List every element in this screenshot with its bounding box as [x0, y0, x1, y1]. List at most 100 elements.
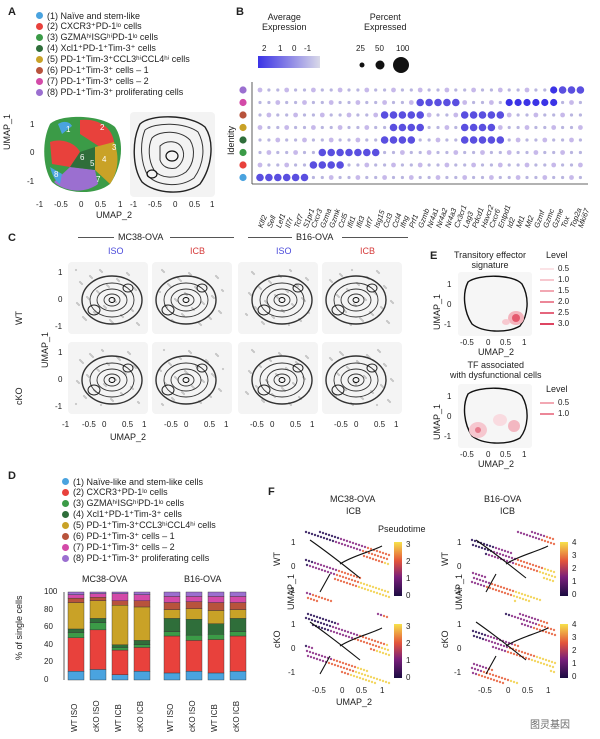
y-tick: 60 — [44, 622, 53, 632]
level-item: 1.5 — [540, 285, 569, 296]
x-tick: 0.5 — [374, 420, 386, 429]
panel-d-legend: (1) Naïve-like and stem-like cells (2) C… — [62, 476, 216, 564]
dot-mark — [285, 150, 289, 155]
panel-e-title-1: Transitory effector signature — [454, 250, 527, 270]
dot-mark — [436, 113, 440, 117]
dot-mark — [514, 98, 522, 107]
dot-mark — [267, 138, 271, 142]
x-tick: -0.5 — [460, 338, 474, 347]
dot-mark — [320, 88, 324, 92]
dot-mark — [436, 125, 440, 130]
dot-mark — [293, 150, 298, 155]
dot-mark — [284, 87, 290, 93]
panel-letter-d: D — [8, 470, 16, 482]
scale-tick: 0 — [406, 673, 411, 682]
level-item: 0.5 — [540, 263, 569, 274]
dot-mark — [276, 88, 280, 92]
y-tick: 1 — [457, 620, 462, 629]
level-swatch — [540, 412, 554, 415]
panel-f-condition-mc38: ICB — [346, 506, 362, 516]
dot-mark — [454, 88, 458, 92]
panel-a-umap-clusters: 1 2 3 4 5 6 7 8 — [44, 116, 122, 193]
dot-mark — [294, 100, 298, 105]
dot-mark — [463, 163, 467, 167]
dot-mark — [302, 137, 307, 143]
level-item: 1.0 — [540, 408, 569, 419]
dot-mark — [427, 163, 431, 167]
dot-mark — [498, 100, 502, 105]
contour-plot — [68, 342, 148, 414]
dot-mark — [400, 150, 405, 155]
contour-plot — [152, 262, 232, 334]
contour-plot — [238, 262, 318, 334]
y-tick: 0 — [44, 675, 49, 684]
dot-mark — [561, 125, 565, 130]
dot-mark — [356, 125, 360, 130]
y-tick: -1 — [27, 177, 35, 186]
dot-mark — [276, 113, 280, 117]
panel-c-xlabel: UMAP_2 — [110, 432, 147, 442]
dot-mark — [487, 136, 496, 144]
panel-e-xlabel-2: UMAP_2 — [478, 459, 515, 469]
x-tick: 0.5 — [356, 686, 368, 695]
dot-mark — [347, 163, 351, 167]
dot-mark — [417, 162, 423, 168]
level-item: 1.0 — [540, 274, 569, 285]
y-tick: 1 — [447, 392, 452, 401]
dot-mark — [523, 98, 531, 107]
panel-f-group-mc38: MC38-OVA — [330, 494, 376, 504]
avg-expr-tick: 2 — [262, 44, 267, 53]
dot-mark — [427, 88, 431, 92]
bar-segment — [163, 591, 181, 597]
legend-item: (6) PD-1⁺Tim-3⁺ cells – 1 — [62, 531, 216, 542]
dot-mark — [418, 150, 422, 155]
x-tick: 1 — [210, 200, 215, 209]
dot-mark — [478, 111, 487, 119]
dot-mark — [356, 163, 360, 167]
dot-mark — [408, 175, 414, 180]
dot-mark — [311, 175, 315, 180]
dot-mark — [532, 98, 540, 107]
dot-mark — [400, 163, 404, 167]
dot-mark — [543, 88, 547, 92]
level-swatch — [540, 267, 554, 270]
dot-mark — [389, 123, 398, 132]
dot-mark — [389, 136, 398, 144]
dot-mark — [578, 162, 583, 168]
dot-mark — [374, 138, 378, 142]
x-tick: -1 — [130, 200, 138, 209]
y-tick: 1 — [447, 280, 452, 289]
dot-mark — [487, 111, 496, 119]
dot-mark — [460, 123, 469, 132]
dot-mark — [496, 111, 505, 119]
dot-mark — [426, 112, 432, 118]
condition-label: ISO — [108, 246, 124, 256]
dot-mark — [294, 138, 298, 142]
group-line — [78, 237, 114, 238]
scale-tick: 1 — [406, 574, 411, 583]
dot-mark — [543, 150, 547, 155]
x-tick: -0.5 — [334, 420, 348, 429]
legend-item: (7) PD-1⁺Tim-3⁺ cells – 2 — [62, 542, 216, 553]
dot-mark — [524, 125, 530, 130]
y-tick: 0 — [58, 295, 63, 304]
dot-mark — [452, 98, 460, 107]
x-tick: 1 — [546, 686, 551, 695]
dot-mark — [480, 100, 485, 105]
dot-mark — [469, 111, 478, 119]
x-tick: -0.5 — [478, 686, 492, 695]
y-tick: 1 — [457, 538, 462, 547]
dot-mark — [311, 138, 315, 142]
dot-mark — [258, 138, 262, 142]
legend-item: (6) PD-1⁺Tim-3⁺ cells – 1 — [36, 65, 190, 76]
pct-tick: 25 — [356, 44, 365, 53]
dot-mark — [400, 88, 404, 92]
avg-expr-tick: 0 — [292, 44, 297, 53]
dot-mark — [294, 163, 298, 167]
dot-mark — [337, 125, 343, 130]
dot-mark — [534, 163, 538, 167]
dot-mark — [480, 163, 485, 167]
dot-mark — [435, 175, 441, 180]
legend-item: (8) PD-1⁺Tim-3⁺ proliferating cells — [36, 87, 190, 98]
dot-mark — [524, 87, 530, 93]
